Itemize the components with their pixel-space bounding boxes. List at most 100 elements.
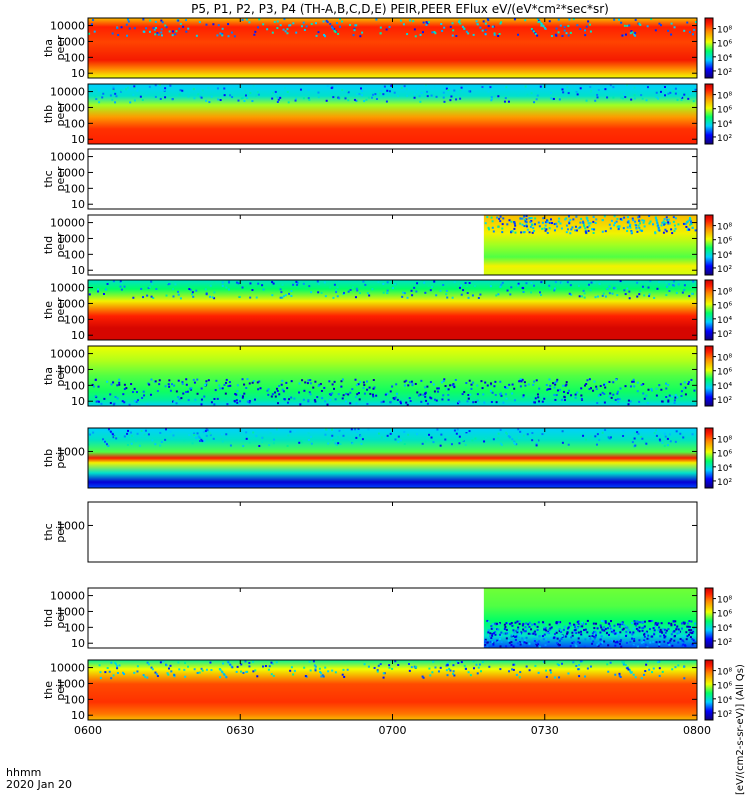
panel-label-probe: tha [42,39,55,57]
speckle [614,644,617,647]
speckle [548,632,551,635]
speckle [612,86,615,89]
speckle [533,380,536,383]
speckle [255,296,258,299]
speckle [592,640,595,643]
speckle [209,661,212,664]
speckle [236,401,239,404]
speckle [275,428,278,431]
speckle [682,665,685,668]
speckle [629,400,632,403]
speckle [134,439,137,442]
speckle [508,219,511,222]
speckle [640,436,643,439]
speckle [388,666,391,669]
speckle [210,95,213,98]
speckle [585,216,588,219]
speckle [411,384,414,387]
speckle [626,221,629,224]
speckle [216,397,219,400]
speckle [682,222,685,225]
speckle [227,23,230,26]
speckle [166,672,169,675]
x-tick-label: 0730 [531,724,559,737]
speckle [613,215,616,218]
speckle [650,389,653,392]
speckle [341,20,344,23]
speckle [545,228,548,231]
speckle [369,392,372,395]
speckle [611,292,614,295]
speckle [693,28,696,31]
speckle [492,632,495,635]
speckle [472,660,475,663]
speckle [279,24,282,27]
speckle [534,32,537,35]
speckle [684,393,687,396]
speckle [396,398,399,401]
speckle [525,636,528,639]
speckle [203,439,206,442]
speckle [579,27,582,30]
speckle [635,624,638,627]
speckle [540,435,543,438]
speckle [569,645,572,648]
speckle [452,29,455,32]
speckle [416,391,419,394]
speckle [511,624,514,627]
speckle [630,231,633,234]
speckle [198,21,201,24]
speckle [613,286,616,289]
speckle [391,667,394,670]
speckle [425,92,428,95]
speckle [320,675,323,678]
speckle [431,671,434,674]
speckle [644,643,647,646]
speckle [169,664,172,667]
speckle [356,92,359,95]
speckle [633,640,636,643]
speckle [502,401,505,404]
speckle [383,85,386,88]
speckle [558,630,561,633]
speckle [418,95,421,98]
speckle [272,674,275,677]
speckle [682,436,685,439]
speckle [544,644,547,647]
speckle [182,392,185,395]
speckle [619,387,622,390]
speckle [304,381,307,384]
speckle [494,633,497,636]
speckle [410,380,413,383]
speckle [635,227,638,230]
speckle [414,382,417,385]
speckle [236,390,239,393]
speckle [602,292,605,295]
speckle [657,622,660,625]
speckle [386,434,389,437]
speckle [549,384,552,387]
speckle [640,677,643,680]
speckle [519,222,522,225]
speckle [157,33,160,36]
speckle [633,622,636,625]
speckle [631,380,634,383]
speckle [246,378,249,381]
speckle [212,23,215,26]
speckle [506,433,509,436]
speckle [550,97,553,100]
speckle [584,438,587,441]
speckle [415,665,418,668]
speckle [385,28,388,31]
speckle [652,223,655,226]
speckle [244,660,247,663]
speckle [575,215,578,218]
speckle [613,18,616,21]
speckle [424,440,427,443]
speckle [172,288,175,291]
speckle [425,399,428,402]
speckle [433,85,436,88]
speckle [608,624,611,627]
speckle [98,101,101,104]
speckle [274,90,277,93]
